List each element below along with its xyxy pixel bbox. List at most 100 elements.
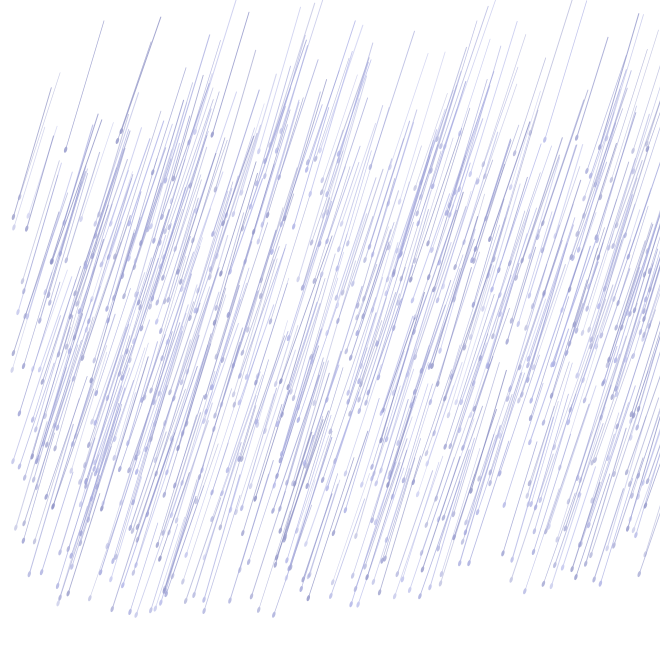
raindrop <box>285 414 332 564</box>
raindrop-head <box>566 498 571 505</box>
raindrop-head <box>69 467 74 474</box>
raindrop-head <box>410 297 415 304</box>
raindrop-trail <box>428 155 467 278</box>
raindrop <box>574 36 609 141</box>
raindrop-trail <box>527 217 576 360</box>
raindrop <box>203 284 240 400</box>
raindrop <box>614 303 646 398</box>
raindrop-head <box>99 261 104 268</box>
raindrop-trail <box>164 479 198 589</box>
raindrop-head <box>601 380 605 387</box>
raindrop <box>458 425 501 567</box>
raindrop-head <box>505 395 510 402</box>
raindrop-head <box>448 211 452 218</box>
raindrop <box>325 145 361 245</box>
raindrop-head <box>505 338 509 345</box>
raindrop <box>547 385 597 530</box>
raindrop <box>30 278 77 423</box>
raindrop-head <box>619 324 624 331</box>
raindrop-trail <box>294 372 330 485</box>
raindrop-trail <box>646 100 660 145</box>
raindrop <box>370 181 410 313</box>
raindrop-head <box>202 554 207 561</box>
raindrop-head <box>127 255 131 262</box>
raindrop <box>241 403 283 537</box>
raindrop <box>645 444 660 485</box>
raindrop <box>396 129 438 260</box>
raindrop-trail <box>257 320 288 426</box>
raindrop <box>544 403 590 535</box>
raindrop-head <box>501 550 505 557</box>
raindrop-trail <box>468 440 510 564</box>
raindrop-trail <box>509 172 541 264</box>
raindrop-head <box>158 555 162 562</box>
raindrop-trail <box>606 14 644 139</box>
raindrop-trail <box>80 402 120 534</box>
raindrop-trail <box>473 198 505 305</box>
raindrop-head <box>379 409 384 416</box>
raindrop-trail <box>23 380 71 524</box>
raindrop-trail <box>23 432 55 541</box>
raindrop <box>208 132 258 281</box>
raindrop-trail <box>194 187 233 311</box>
raindrop <box>188 181 234 322</box>
raindrop <box>609 29 659 183</box>
raindrop-trail <box>214 172 258 324</box>
raindrop-trail <box>454 85 491 193</box>
raindrop-head <box>334 294 339 301</box>
raindrop-head <box>475 509 480 516</box>
raindrop <box>411 369 452 486</box>
raindrop-trail <box>307 457 355 599</box>
raindrop <box>438 228 476 354</box>
raindrop <box>469 369 507 494</box>
raindrop <box>127 120 165 227</box>
raindrop-head <box>30 416 35 423</box>
raindrop-head <box>150 295 155 302</box>
raindrop-head <box>220 490 224 497</box>
raindrop-head <box>485 362 490 369</box>
raindrop-head <box>10 366 14 373</box>
raindrop-head <box>550 361 554 368</box>
raindrop <box>58 475 101 601</box>
raindrop-trail <box>491 143 542 290</box>
raindrop-head <box>396 253 401 260</box>
raindrop-head <box>430 183 435 190</box>
raindrop-trail <box>65 151 101 261</box>
raindrop-trail <box>135 331 173 458</box>
raindrop-head <box>475 178 480 185</box>
raindrop-head <box>35 458 39 465</box>
raindrop-head <box>553 561 557 569</box>
raindrop-trail <box>448 265 495 416</box>
raindrop-trail <box>598 194 633 307</box>
raindrop-trail <box>429 251 480 403</box>
raindrop-trail <box>174 395 205 486</box>
raindrop <box>122 182 162 300</box>
raindrop <box>628 397 660 487</box>
raindrop-trail <box>360 297 387 385</box>
raindrop-trail <box>590 69 627 177</box>
raindrop-head <box>510 556 514 563</box>
raindrop <box>299 473 339 592</box>
raindrop <box>541 492 576 587</box>
raindrop-head <box>446 412 451 419</box>
raindrop-head <box>541 220 545 227</box>
raindrop-trail <box>322 347 368 481</box>
raindrop-trail <box>212 89 260 235</box>
raindrop <box>192 442 242 598</box>
raindrop <box>340 168 384 296</box>
raindrop-head <box>154 318 159 325</box>
raindrop-trail <box>321 57 370 193</box>
raindrop <box>27 423 74 578</box>
raindrop-head <box>127 467 131 474</box>
raindrop-trail <box>80 352 126 505</box>
raindrop-head <box>407 586 412 593</box>
raindrop <box>543 0 588 143</box>
raindrop-trail <box>128 322 181 471</box>
raindrop-head <box>585 167 589 174</box>
raindrop-trail <box>167 197 199 301</box>
raindrop <box>457 342 487 434</box>
raindrop-head <box>78 478 82 485</box>
raindrop-trail <box>533 433 571 553</box>
raindrop-head <box>412 388 417 395</box>
raindrop-head <box>441 283 445 290</box>
